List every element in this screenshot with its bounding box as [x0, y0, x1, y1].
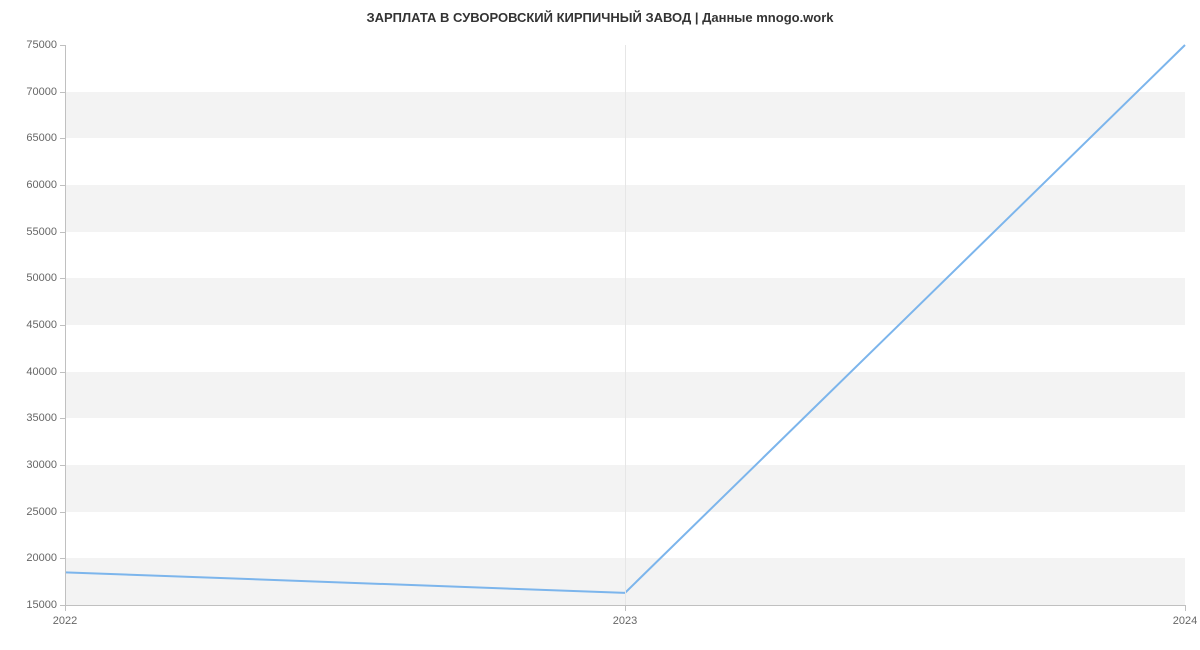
- xtick-label: 2023: [613, 615, 637, 627]
- y-axis-line: [65, 45, 66, 605]
- ytick-label: 70000: [26, 86, 57, 98]
- ytick-label: 60000: [26, 179, 57, 191]
- chart-container: ЗАРПЛАТА В СУВОРОВСКИЙ КИРПИЧНЫЙ ЗАВОД |…: [0, 0, 1200, 650]
- ytick-label: 20000: [26, 552, 57, 564]
- chart-title: ЗАРПЛАТА В СУВОРОВСКИЙ КИРПИЧНЫЙ ЗАВОД |…: [0, 10, 1200, 25]
- ytick-label: 25000: [26, 506, 57, 518]
- xtick-mark: [1185, 605, 1186, 611]
- x-axis-line: [65, 605, 1185, 606]
- ytick-label: 35000: [26, 412, 57, 424]
- ytick-label: 30000: [26, 459, 57, 471]
- ytick-label: 65000: [26, 132, 57, 144]
- ytick-label: 55000: [26, 226, 57, 238]
- xtick-label: 2022: [53, 615, 77, 627]
- plot-area: 1500020000250003000035000400004500050000…: [65, 45, 1185, 605]
- ytick-label: 45000: [26, 319, 57, 331]
- ytick-label: 15000: [26, 599, 57, 611]
- x-gridline: [625, 45, 626, 605]
- ytick-label: 40000: [26, 366, 57, 378]
- ytick-label: 50000: [26, 272, 57, 284]
- xtick-label: 2024: [1173, 615, 1197, 627]
- ytick-label: 75000: [26, 39, 57, 51]
